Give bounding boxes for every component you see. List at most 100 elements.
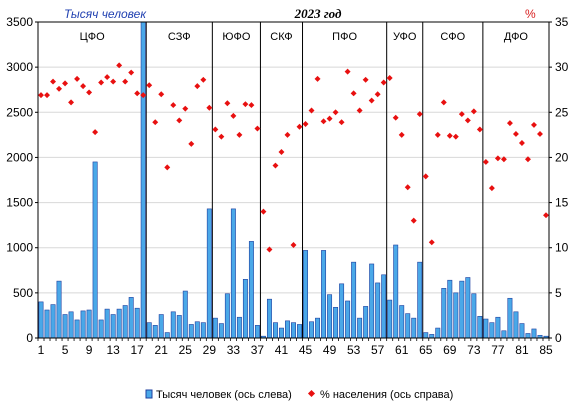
bar [98,319,104,339]
scatter-point [272,162,279,169]
right-tick-label: 15 [555,196,569,210]
scatter-point [284,131,291,138]
scatter-point [128,69,135,76]
bar [513,311,519,339]
scatter-point [440,99,447,106]
right-tick-label: 5 [555,286,562,300]
region-label: СФО [440,31,465,43]
grid [38,21,549,294]
scatter-point [164,164,171,171]
left-tick-label: 0 [26,331,33,345]
scatter-point [368,97,375,104]
bar [405,313,411,339]
bar [435,327,441,339]
bar [128,297,134,339]
scatter-point [434,131,441,138]
bar [92,161,98,339]
x-tick-label: 25 [179,343,193,357]
scatter-point [404,184,411,191]
bar [483,318,489,339]
left-tick-label: 1000 [6,241,33,255]
right-tick-label: 0 [555,331,562,345]
right-tick-label: 30 [555,60,569,74]
bar [152,325,158,339]
scatter-point [206,104,213,111]
bar [134,307,140,339]
left-axis-unit: Тысяч человек [64,7,147,21]
scatter-point [512,130,519,137]
bar-series [38,21,549,339]
scatter-point [488,185,495,192]
bar [399,305,405,339]
bar [429,334,435,339]
bar [176,315,182,339]
left-tick-label: 3000 [6,60,33,74]
bar [465,277,471,339]
bar [279,327,284,339]
scatter-point [242,101,249,108]
scatter-point [200,76,207,83]
bar [200,322,206,339]
bar [248,241,254,339]
bar [158,314,164,339]
x-tick-label: 49 [323,343,337,357]
x-tick-label: 57 [371,343,385,357]
left-tick-label: 3500 [6,15,33,29]
bar [44,309,50,339]
bar [339,283,345,339]
chart-title: 2023 год [294,6,342,21]
scatter-point [470,108,477,115]
bar [50,304,56,339]
x-tick-label: 77 [491,343,505,357]
bar [104,308,110,339]
bar [170,311,176,339]
scatter-point [224,100,231,107]
plot-frame [37,21,550,339]
scatter-point [392,114,399,121]
bar [375,282,381,339]
legend: Тысяч человек (ось слева) % населения (о… [145,389,453,401]
scatter-point [314,75,321,82]
scatter-point [320,118,327,125]
x-tick-label: 85 [539,343,553,357]
scatter-point [50,78,56,85]
x-tick-label: 81 [515,343,529,357]
region-labels: ЦФО СЗФ ЮФО СКФ ПФО УФО СФО ДФО [80,31,529,43]
x-tick-label: 69 [443,343,457,357]
region-dividers [145,22,484,338]
bar [531,328,537,339]
scatter-point [386,75,393,81]
x-tick-label: 45 [299,343,313,357]
left-axis-ticks: 0 500 1000 1500 2000 2500 3000 3500 [6,15,38,345]
bar [218,323,224,339]
legend-bar-swatch [145,389,153,399]
bar [56,280,62,339]
left-tick-label: 2500 [6,105,33,119]
bar [321,250,327,339]
bar [327,294,333,339]
bar [74,319,80,339]
x-tick-label: 53 [347,343,361,357]
scatter-point [92,129,99,136]
bar [62,314,68,339]
x-tick-label: 17 [131,343,145,357]
bar [447,279,453,339]
scatter-point [212,126,219,133]
scatter-point [338,119,345,126]
scatter-point [506,120,513,127]
bar [363,306,369,339]
scatter-point [266,246,273,253]
bar [507,297,513,339]
bar [164,332,170,339]
bar [236,316,242,339]
scatter-point [188,140,195,147]
bar [224,293,230,339]
x-tick-label: 37 [251,343,265,357]
x-tick-label: 21 [155,343,169,357]
bar [309,321,314,339]
scatter-point [446,132,453,139]
scatter-point [398,131,405,138]
region-label: УФО [393,31,417,43]
axes [37,21,550,339]
region-label: СКФ [270,31,292,43]
